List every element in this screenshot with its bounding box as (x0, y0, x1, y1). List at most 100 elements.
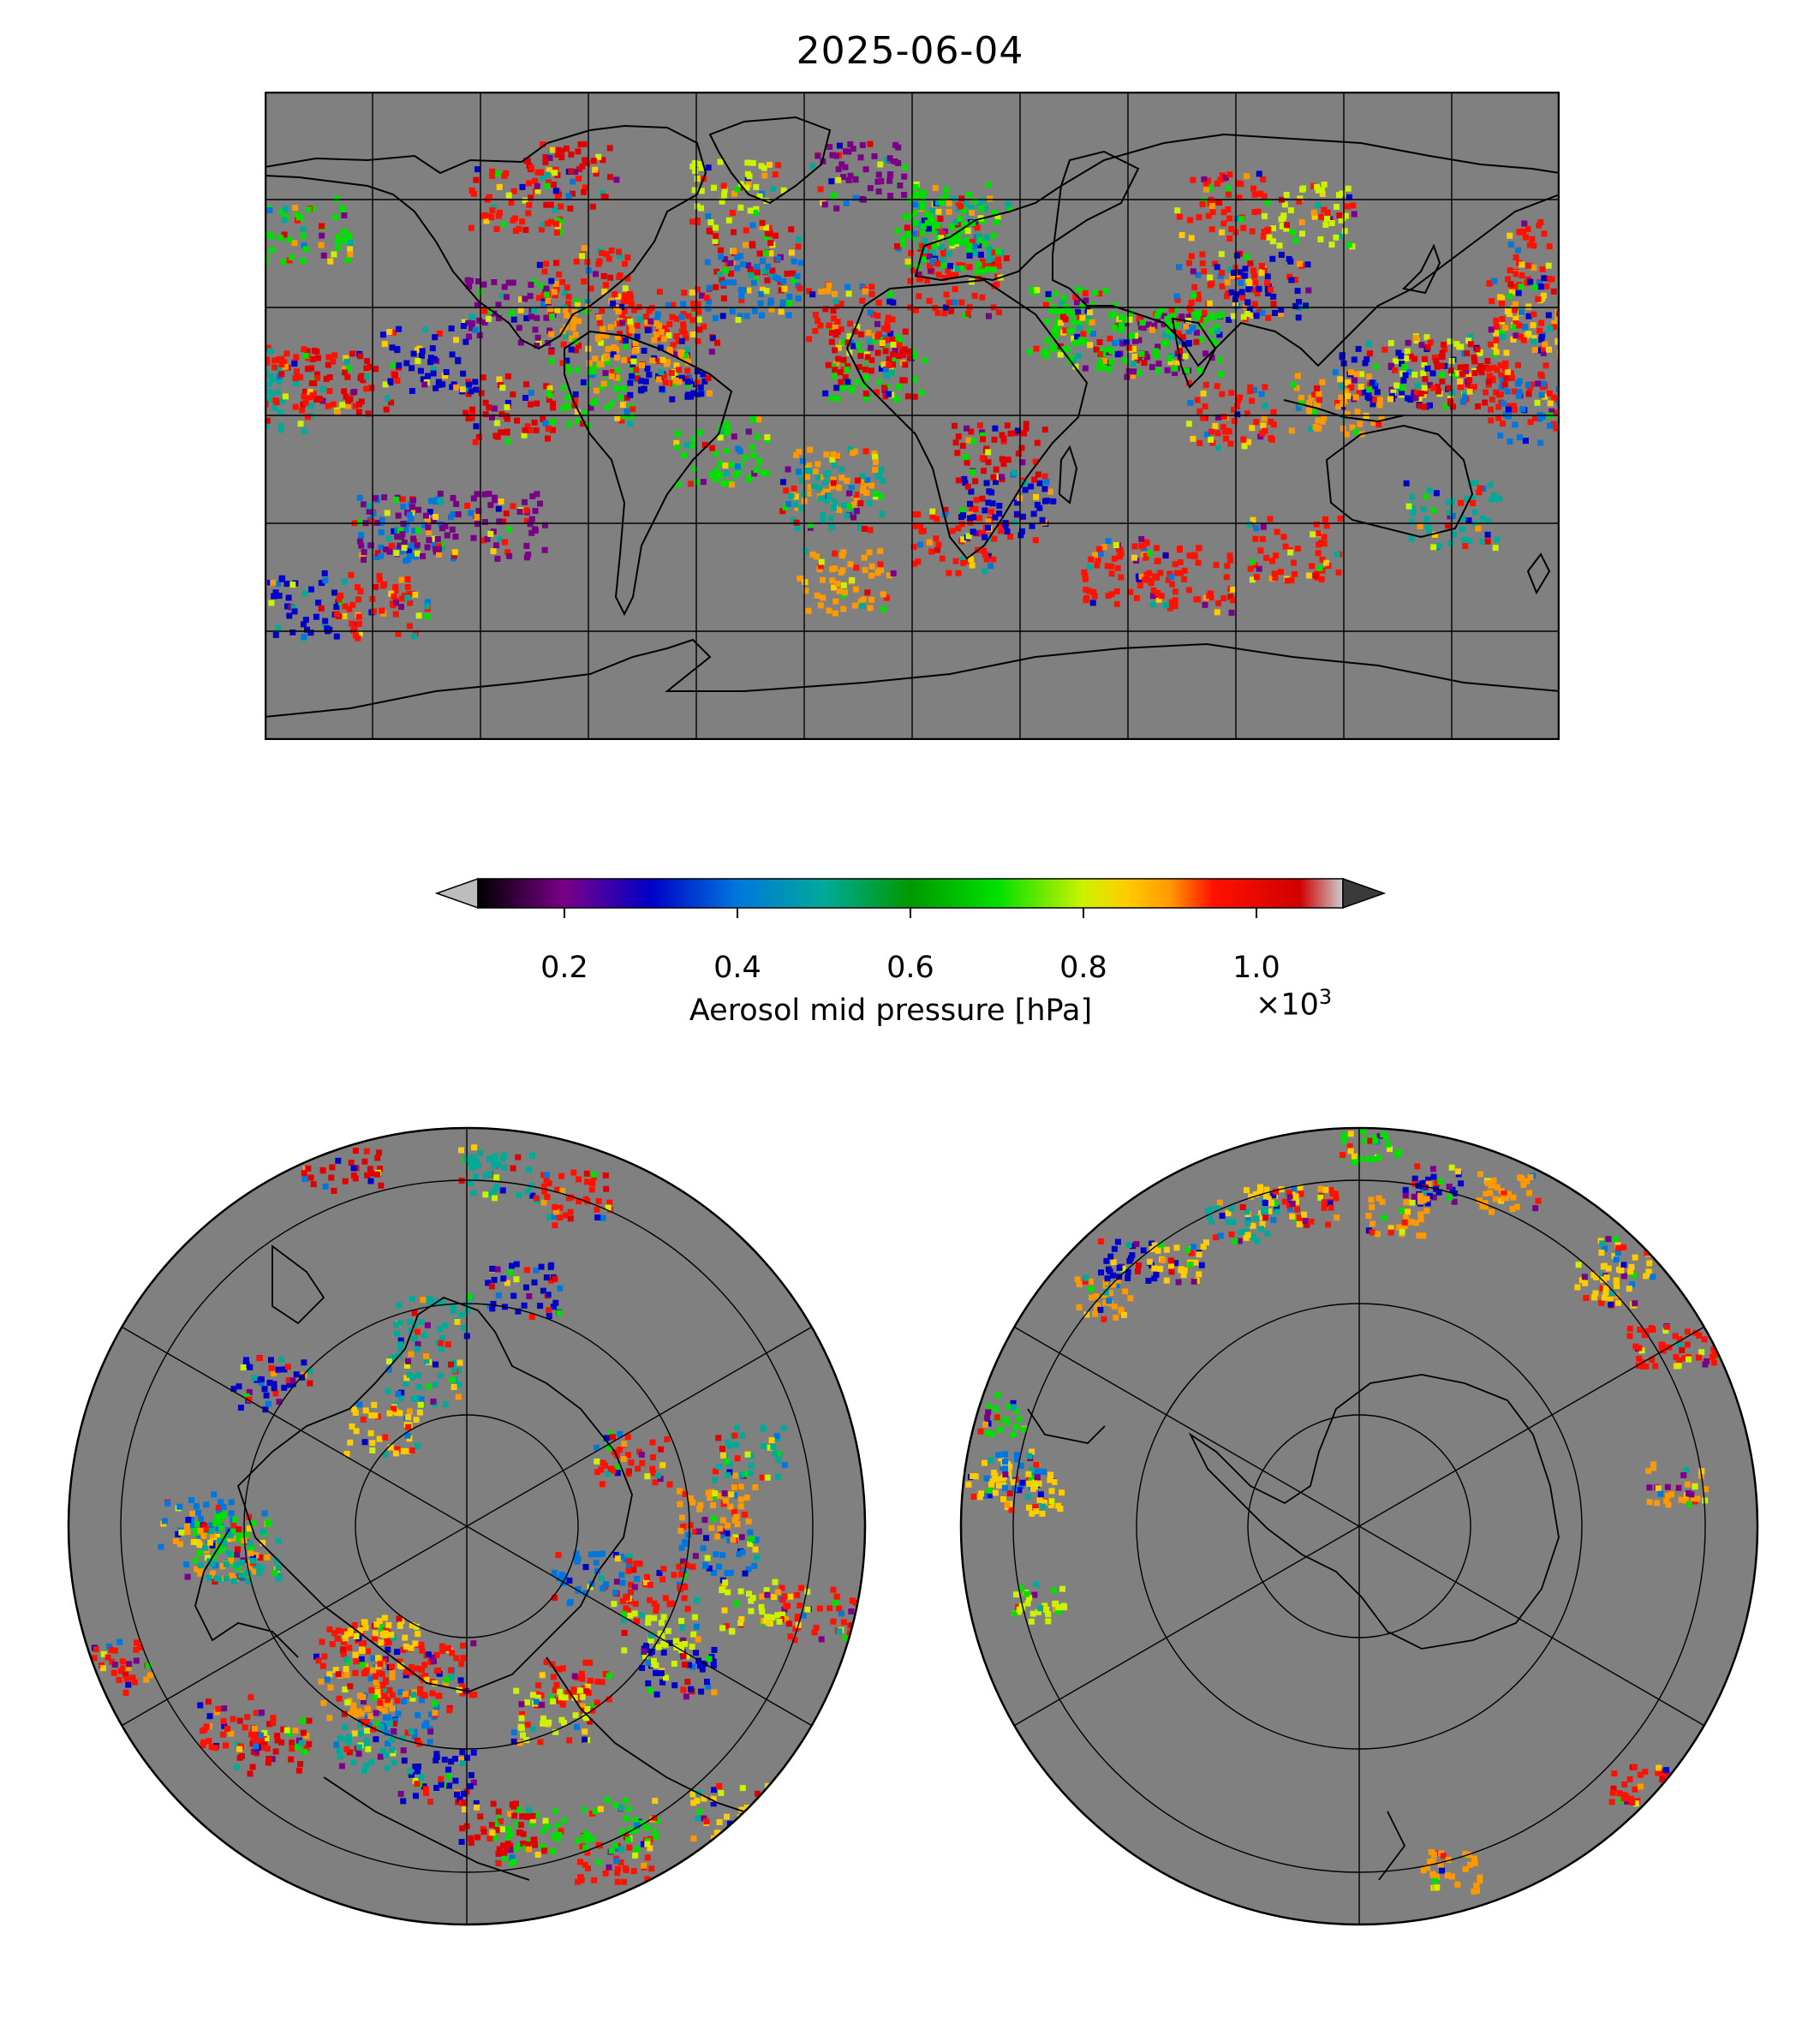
aerosol-pixel (386, 329, 393, 335)
aerosol-pixel (1501, 365, 1508, 372)
aerosol-pixel (1484, 531, 1491, 538)
aerosol-pixel (235, 1546, 241, 1553)
aerosol-pixel (875, 299, 882, 306)
aerosol-pixel (1069, 311, 1076, 318)
aerosol-pixel (772, 1450, 779, 1457)
aerosol-pixel (378, 552, 385, 559)
aerosol-pixel (582, 157, 588, 164)
aerosol-pixel (379, 516, 385, 523)
aerosol-pixel (271, 1381, 277, 1387)
aerosol-pixel (829, 457, 836, 463)
aerosol-pixel (1487, 279, 1494, 286)
aerosol-pixel (212, 1578, 218, 1585)
aerosol-pixel (959, 507, 966, 514)
aerosol-pixel (902, 361, 909, 368)
aerosol-pixel (515, 1154, 522, 1161)
aerosol-pixel (1551, 324, 1557, 331)
aerosol-pixel (526, 201, 533, 208)
aerosol-pixel (1195, 272, 1202, 278)
aerosol-pixel (234, 1551, 241, 1558)
aerosol-pixel (918, 389, 925, 396)
aerosol-pixel (564, 1690, 571, 1697)
aerosol-pixel (644, 1473, 651, 1480)
aerosol-pixel (1181, 567, 1188, 574)
aerosol-pixel (1412, 395, 1419, 402)
aerosol-pixel (511, 1812, 518, 1819)
aerosol-pixel (1409, 518, 1416, 525)
aerosol-pixel (1352, 394, 1359, 401)
aerosol-pixel (832, 598, 839, 605)
aerosol-pixel (471, 1692, 478, 1698)
aerosol-pixel (1515, 392, 1522, 399)
aerosol-pixel (822, 479, 829, 486)
aerosol-pixel (1513, 254, 1519, 260)
aerosol-pixel (405, 1358, 411, 1364)
aerosol-pixel (868, 283, 875, 290)
aerosol-pixel (582, 1835, 589, 1842)
aerosol-pixel (582, 1806, 588, 1813)
aerosol-pixel (383, 406, 390, 413)
aerosol-pixel (1032, 458, 1039, 465)
aerosol-pixel (1071, 336, 1077, 342)
aerosol-pixel (286, 612, 293, 619)
aerosol-pixel (952, 272, 959, 278)
aerosol-pixel (838, 552, 845, 559)
aerosol-pixel (987, 251, 994, 258)
aerosol-pixel (236, 1717, 243, 1724)
aerosol-pixel (382, 381, 389, 388)
aerosol-pixel (582, 184, 588, 191)
aerosol-pixel (529, 1817, 536, 1823)
aerosol-pixel (411, 528, 418, 534)
aerosol-pixel (743, 242, 749, 248)
aerosol-pixel (398, 576, 405, 583)
aerosol-pixel (922, 357, 928, 364)
aerosol-pixel (1011, 519, 1017, 526)
aerosol-pixel (501, 283, 508, 290)
aerosol-pixel (1217, 176, 1224, 183)
aerosol-pixel (1271, 570, 1278, 577)
aerosol-pixel (1467, 333, 1474, 340)
aerosol-pixel (486, 315, 492, 322)
aerosol-pixel (278, 361, 285, 367)
aerosol-pixel (754, 433, 761, 440)
aerosol-pixel (444, 532, 451, 539)
aerosol-pixel (376, 1705, 383, 1712)
aerosol-pixel (850, 343, 857, 349)
aerosol-pixel (546, 1719, 552, 1726)
aerosol-pixel (534, 491, 540, 498)
aerosol-pixel (651, 337, 658, 343)
aerosol-pixel (604, 1796, 611, 1803)
aerosol-pixel (1090, 331, 1096, 337)
aerosol-pixel (726, 1460, 733, 1467)
aerosol-pixel (534, 1694, 541, 1701)
aerosol-pixel (1199, 260, 1206, 266)
aerosol-pixel (373, 366, 379, 373)
aerosol-pixel (489, 1265, 496, 1272)
aerosol-pixel (641, 385, 647, 392)
aerosol-pixel (1447, 338, 1453, 345)
aerosol-pixel (982, 206, 989, 212)
aerosol-pixel (395, 1710, 402, 1717)
aerosol-pixel (1092, 552, 1098, 558)
aerosol-pixel (368, 385, 375, 391)
aerosol-pixel (680, 1637, 687, 1644)
aerosol-pixel (927, 212, 934, 219)
aerosol-pixel (617, 394, 624, 401)
aerosol-pixel (768, 1437, 775, 1444)
aerosol-pixel (188, 1496, 194, 1503)
aerosol-pixel (306, 1717, 313, 1724)
aerosol-pixel (265, 230, 269, 236)
aerosol-pixel (587, 1718, 594, 1725)
aerosol-pixel (893, 396, 900, 403)
aerosol-pixel (694, 218, 701, 224)
aerosol-pixel (637, 1820, 644, 1827)
aerosol-pixel (1280, 534, 1287, 540)
aerosol-pixel (1495, 403, 1502, 410)
aerosol-pixel (1476, 489, 1483, 496)
aerosol-pixel (756, 457, 763, 464)
aerosol-pixel (919, 230, 926, 236)
aerosol-pixel (611, 1601, 618, 1608)
aerosol-pixel (305, 206, 312, 213)
aerosol-pixel (1477, 485, 1483, 492)
aerosol-pixel (272, 404, 278, 411)
